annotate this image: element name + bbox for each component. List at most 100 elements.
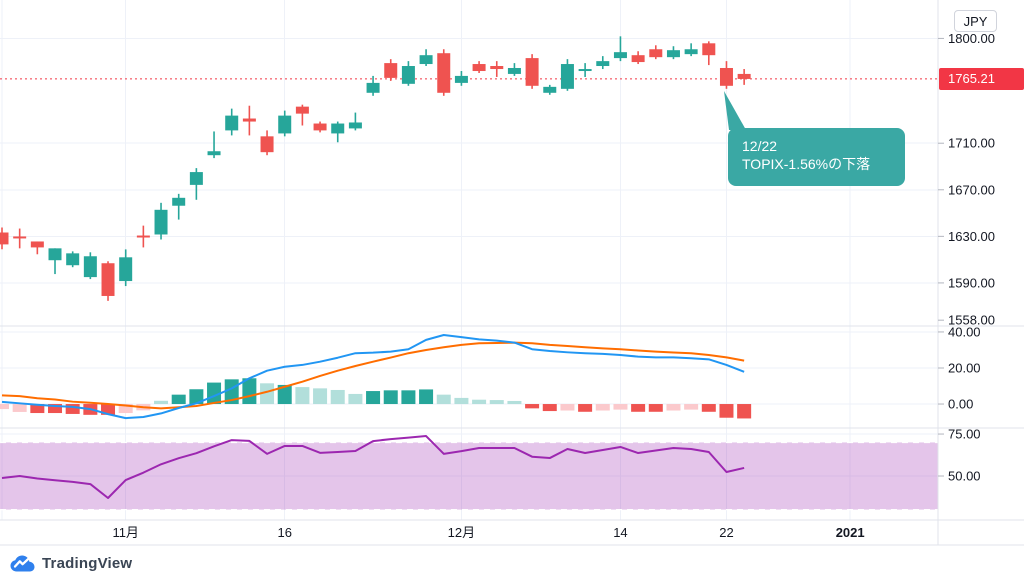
macd-histogram-bar	[313, 388, 328, 405]
candle-up	[578, 69, 592, 72]
macd-histogram-bar	[383, 390, 398, 405]
candle-down	[136, 235, 150, 238]
macd-histogram-bar	[12, 404, 27, 412]
candle-down	[30, 241, 44, 248]
candle-up	[225, 115, 239, 131]
macd-histogram-bar	[154, 400, 169, 405]
macd-histogram-bar	[489, 400, 504, 405]
candle-up	[119, 257, 133, 282]
scale-label: 1558.00	[948, 313, 995, 328]
macd-histogram-bar	[207, 382, 222, 405]
event-callout: 12/22 TOPIX-1.56%の下落	[728, 128, 905, 186]
macd-histogram-bar	[525, 404, 540, 409]
candle-up	[401, 66, 415, 84]
candle-up	[207, 151, 221, 156]
candle-up	[189, 172, 203, 185]
rsi-line	[1, 435, 745, 500]
macd-histogram-bar	[684, 404, 699, 410]
scale-label: 1800.00	[948, 31, 995, 46]
macd-histogram-bar	[631, 404, 646, 412]
macd-histogram-bar	[30, 404, 45, 414]
tradingview-logo-link[interactable]: TradingView	[10, 555, 132, 572]
macd-histogram-bar	[277, 384, 292, 405]
macd-histogram-bar	[542, 404, 557, 412]
candle-down	[295, 106, 309, 114]
macd-histogram-bar	[648, 404, 663, 412]
candle-up	[666, 50, 680, 58]
candle-down	[260, 136, 274, 153]
price-scale[interactable]: 1800.00 1710.00 1670.00 1630.00 1590.00 1558.…	[938, 31, 995, 484]
candle-down	[13, 236, 27, 239]
candles	[0, 36, 751, 301]
macd-histogram-bar	[419, 389, 434, 405]
candle-up	[348, 122, 362, 129]
macd-histogram-bar	[436, 394, 451, 405]
scale-label: 1590.00	[948, 275, 995, 290]
time-axis-label: 14	[613, 525, 627, 540]
macd-histogram-bar	[101, 404, 116, 415]
candle-up	[543, 86, 557, 93]
scale-label: 20.00	[948, 360, 981, 375]
macd-histogram-bar	[701, 404, 716, 412]
scale-label: 50.00	[948, 469, 981, 484]
macd-histogram-bar	[560, 404, 575, 411]
candle-down	[313, 123, 327, 131]
macd-histogram-bar	[595, 404, 610, 411]
candle-up	[48, 248, 62, 261]
macd-histogram-bar	[472, 399, 487, 405]
candle-down	[0, 232, 9, 245]
macd-histogram-bar	[578, 404, 593, 412]
macd-histogram-bar	[0, 404, 9, 410]
candle-down	[649, 49, 663, 58]
macd-histogram-bar	[666, 404, 681, 411]
scale-label: 1670.00	[948, 182, 995, 197]
candle-down	[525, 58, 539, 86]
macd-signal-line	[1, 341, 745, 410]
macd-histogram-bar	[65, 404, 80, 414]
macd-histogram-bar	[118, 404, 133, 414]
candle-down	[101, 263, 115, 296]
candle-down	[490, 66, 504, 70]
macd-histogram-bar	[295, 387, 310, 405]
candle-down	[719, 67, 733, 86]
time-axis[interactable]: 11月 16 12月 14 22 2021	[112, 525, 864, 540]
callout-date: 12/22	[742, 138, 778, 154]
candle-up	[454, 75, 468, 83]
rsi-band-fill	[0, 442, 938, 510]
brand-name: TradingView	[42, 554, 133, 572]
macd-histogram-bar	[366, 391, 381, 405]
candle-up	[278, 115, 292, 134]
macd-histogram-bar	[737, 404, 752, 419]
candle-down	[737, 73, 751, 79]
callout-tail-icon	[724, 91, 746, 130]
time-axis-label: 22	[719, 525, 733, 540]
scale-label: 40.00	[948, 324, 981, 339]
candle-up	[684, 49, 698, 55]
candle-down	[384, 63, 398, 78]
macd-histogram-bar	[260, 383, 275, 405]
macd-histogram-bar	[507, 400, 522, 405]
candle-down	[631, 55, 645, 63]
callout-event: TOPIX-1.56%の下落	[742, 156, 871, 172]
scale-label: 1630.00	[948, 229, 995, 244]
currency-toggle-button[interactable]: JPY	[954, 10, 997, 32]
rsi-band	[0, 441, 938, 511]
time-axis-label: 12月	[448, 525, 475, 540]
time-axis-label: 11月	[112, 525, 139, 540]
candle-down	[472, 64, 486, 72]
pane-separators	[0, 0, 1024, 546]
candle-up	[154, 209, 168, 235]
candle-down	[242, 118, 256, 122]
candle-up	[613, 52, 627, 59]
candle-up	[83, 256, 97, 278]
candle-up	[172, 197, 186, 206]
macd-histogram-bar	[613, 404, 628, 410]
macd-histogram-bar	[454, 397, 469, 405]
macd-histogram-bar	[401, 390, 416, 405]
candle-down	[437, 53, 451, 93]
macd-histogram-bar	[171, 394, 186, 405]
scale-label: 0.00	[948, 397, 973, 412]
macd-histogram-bar	[348, 393, 363, 405]
